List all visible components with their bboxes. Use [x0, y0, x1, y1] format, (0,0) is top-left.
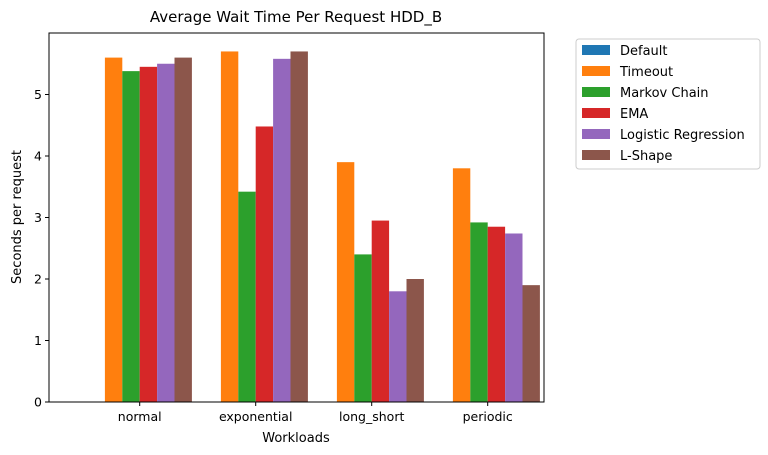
- legend-swatch: [582, 150, 610, 160]
- legend-swatch: [582, 129, 610, 139]
- y-tick-label: 5: [34, 87, 42, 102]
- bar-logistic-regression-long_short: [389, 291, 407, 402]
- legend-label: Logistic Regression: [620, 128, 745, 143]
- bar-ema-long_short: [371, 220, 390, 402]
- bar-logistic-regression-normal: [157, 63, 175, 402]
- legend-swatch: [582, 45, 610, 55]
- bars-group: [104, 51, 540, 402]
- legend-label: Markov Chain: [620, 86, 709, 101]
- x-tick-label: periodic: [463, 409, 513, 424]
- y-tick-label: 0: [34, 395, 42, 410]
- y-tick-label: 3: [34, 210, 42, 225]
- bar-l-shape-normal: [174, 57, 192, 402]
- bar-logistic-regression-exponential: [273, 58, 291, 402]
- bar-timeout-periodic: [452, 168, 471, 402]
- bar-l-shape-exponential: [290, 51, 308, 402]
- bar-logistic-regression-periodic: [505, 233, 523, 402]
- bar-timeout-normal: [104, 57, 123, 402]
- y-tick-label: 4: [34, 149, 42, 164]
- bar-timeout-long_short: [336, 162, 355, 402]
- bar-l-shape-periodic: [522, 285, 540, 402]
- x-tick-label: normal: [118, 409, 162, 424]
- bar-markov-chain-long_short: [354, 254, 372, 402]
- legend-label: EMA: [620, 107, 648, 122]
- x-tick-label: exponential: [219, 409, 293, 424]
- y-axis-ticks: 0 1 2 3 4 5: [34, 87, 49, 410]
- legend: Default Timeout Markov Chain EMA Logistic Re…: [575, 38, 761, 170]
- legend-swatch: [582, 108, 610, 118]
- y-axis-label: Seconds per request: [10, 150, 25, 284]
- bar-ema-normal: [139, 66, 158, 402]
- bar-markov-chain-normal: [122, 71, 140, 402]
- x-axis-label: Workloads: [262, 431, 330, 446]
- x-tick-label: long_short: [339, 409, 404, 424]
- bar-timeout-exponential: [220, 51, 239, 402]
- x-axis-ticks: normal exponential long_short periodic: [118, 402, 513, 424]
- legend-label: Default: [620, 44, 668, 59]
- chart-title: Average Wait Time Per Request HDD_B: [150, 8, 442, 27]
- bar-markov-chain-periodic: [470, 222, 488, 402]
- bar-ema-periodic: [487, 226, 506, 402]
- legend-label: Timeout: [619, 65, 673, 80]
- bar-l-shape-long_short: [406, 279, 424, 402]
- legend-label: L-Shape: [620, 149, 672, 164]
- bar-markov-chain-exponential: [238, 191, 256, 402]
- legend-swatch: [582, 66, 610, 76]
- y-tick-label: 2: [34, 272, 42, 287]
- y-tick-label: 1: [34, 333, 42, 348]
- bar-ema-exponential: [255, 126, 274, 402]
- legend-frame: [575, 38, 761, 170]
- legend-swatch: [582, 87, 610, 97]
